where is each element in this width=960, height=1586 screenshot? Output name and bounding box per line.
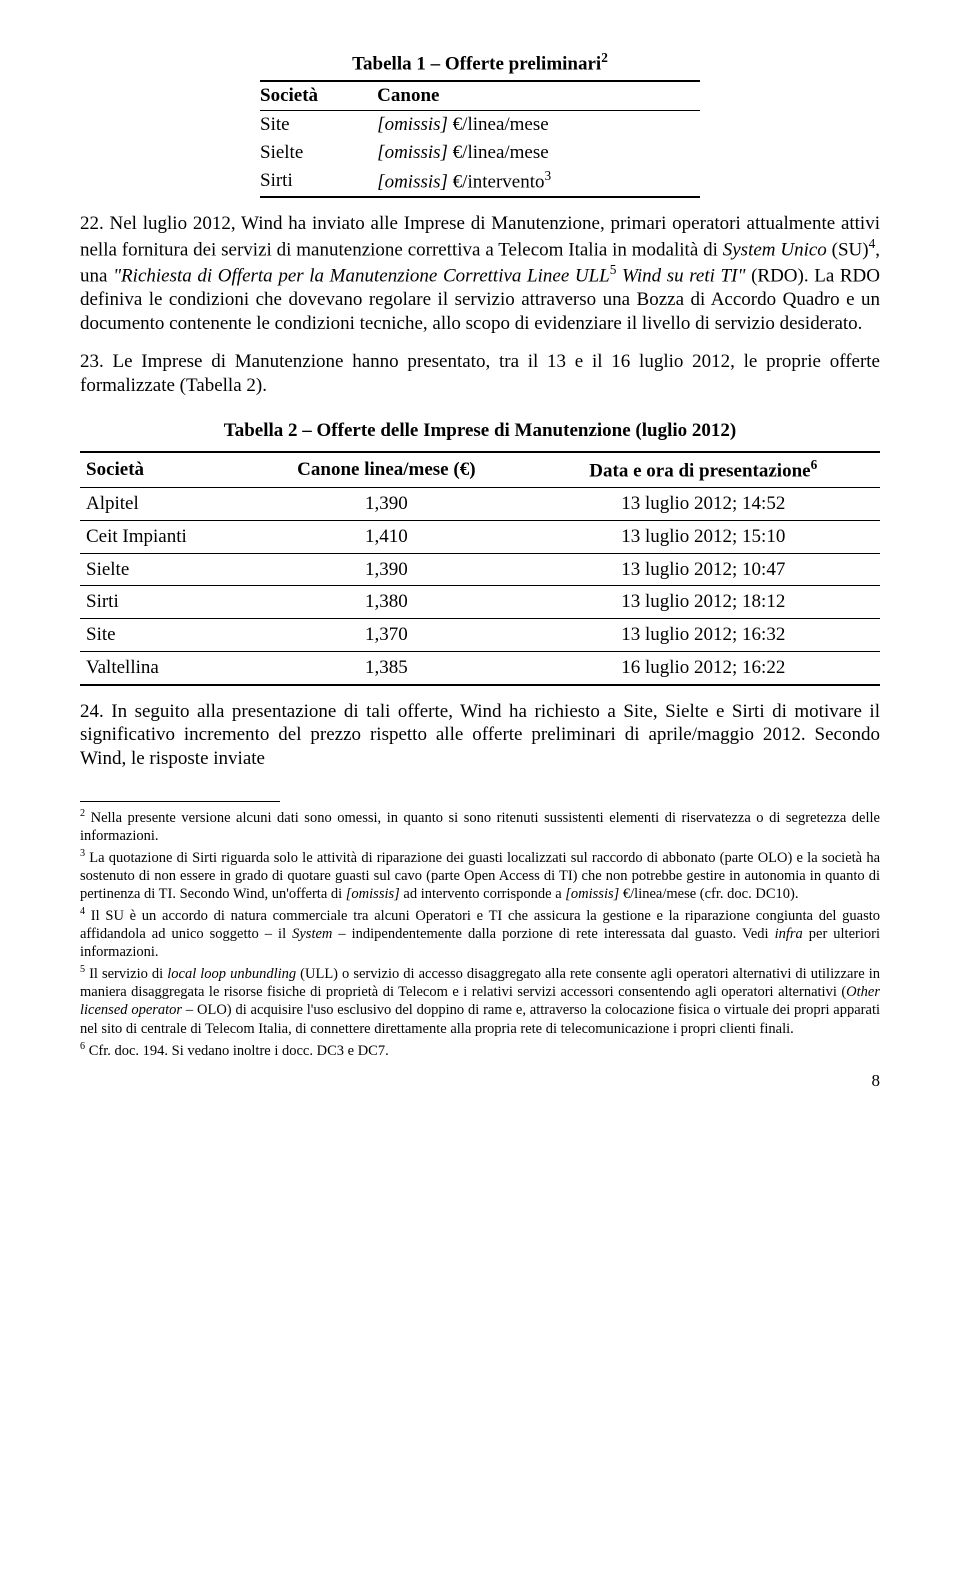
- italic-text: local loop unbundling: [167, 966, 296, 982]
- cell-date: 13 luglio 2012; 10:47: [527, 553, 880, 586]
- table-1-title-sup: 2: [601, 50, 608, 65]
- footnote-3: 3 La quotazione di Sirti riguarda solo l…: [80, 848, 880, 903]
- header-sup: 6: [811, 457, 818, 472]
- cell-company: Sirti: [80, 586, 246, 619]
- cell-company: Site: [80, 619, 246, 652]
- cell-canone: 1,390: [246, 553, 526, 586]
- table-row: Site [omissis] €/linea/mese: [260, 110, 700, 138]
- fn-text: Nella presente versione alcuni dati sono…: [80, 810, 880, 844]
- para-number: 24.: [80, 701, 104, 722]
- table-1-cell: Site: [260, 110, 377, 138]
- cell-company: Ceit Impianti: [80, 520, 246, 553]
- table-2-header-canone: Canone linea/mese (€): [246, 452, 526, 488]
- cell-sup: 3: [544, 168, 551, 183]
- table-1-cell: Sielte: [260, 139, 377, 167]
- fn-text: Cfr. doc. 194. Si vedano inoltre i docc.…: [85, 1043, 389, 1059]
- paragraph-22: 22. Nel luglio 2012, Wind ha inviato all…: [80, 212, 880, 335]
- table-row: Ceit Impianti 1,410 13 luglio 2012; 15:1…: [80, 520, 880, 553]
- italic-text: [omissis]: [346, 886, 400, 902]
- table-1-cell: [omissis] €/linea/mese: [377, 110, 700, 138]
- table-1-cell: [omissis] €/intervento3: [377, 166, 700, 197]
- table-1-header-societa: Società: [260, 81, 377, 110]
- para-number: 23.: [80, 351, 104, 372]
- para-text: In seguito alla presentazione di tali of…: [80, 701, 880, 770]
- omissis: [omissis]: [377, 172, 448, 193]
- para-text: (SU): [827, 239, 869, 260]
- cell-company: Sielte: [80, 553, 246, 586]
- italic-text: "Richiesta di Offerta per la Manutenzion…: [113, 266, 610, 287]
- omissis: [omissis]: [377, 142, 448, 163]
- document-page: Tabella 1 – Offerte preliminari2 Società…: [0, 0, 960, 1121]
- table-2-title: Tabella 2 – Offerte delle Imprese di Man…: [80, 419, 880, 443]
- paragraph-23: 23. Le Imprese di Manutenzione hanno pre…: [80, 350, 880, 398]
- cell-canone: 1,385: [246, 651, 526, 684]
- table-row: Sirti 1,380 13 luglio 2012; 18:12: [80, 586, 880, 619]
- page-number: 8: [80, 1070, 880, 1091]
- footnote-4: 4 Il SU è un accordo di natura commercia…: [80, 906, 880, 961]
- table-row: Site 1,370 13 luglio 2012; 16:32: [80, 619, 880, 652]
- quote-text: "Richiesta di Offerta per la Manutenzion…: [113, 266, 610, 287]
- italic-text: System Unico: [723, 239, 827, 260]
- table-1-cell: Sirti: [260, 166, 377, 197]
- cell-canone: 1,380: [246, 586, 526, 619]
- table-2-header-societa: Società: [80, 452, 246, 488]
- footnote-2: 2 Nella presente versione alcuni dati so…: [80, 808, 880, 845]
- cell-post: €/linea/mese: [448, 114, 549, 135]
- italic-text: [omissis]: [565, 886, 619, 902]
- cell-post: €/intervento: [448, 172, 545, 193]
- fn-text: – indipendentemente dalla porzione di re…: [332, 926, 774, 942]
- table-1-cell: [omissis] €/linea/mese: [377, 139, 700, 167]
- omissis: [omissis]: [377, 114, 448, 135]
- paragraph-24: 24. In seguito alla presentazione di tal…: [80, 700, 880, 771]
- footnote-5: 5 Il servizio di local loop unbundling (…: [80, 964, 880, 1037]
- table-1-title-text: Tabella 1 – Offerte preliminari: [352, 53, 601, 74]
- italic-text: Wind su reti TI": [616, 266, 745, 287]
- fn-text: – OLO) di acquisire l'uso esclusivo del …: [80, 1002, 880, 1036]
- cell-canone: 1,410: [246, 520, 526, 553]
- cell-company: Alpitel: [80, 488, 246, 521]
- table-2: Società Canone linea/mese (€) Data e ora…: [80, 451, 880, 686]
- cell-canone: 1,370: [246, 619, 526, 652]
- footnotes: 2 Nella presente versione alcuni dati so…: [80, 808, 880, 1060]
- cell-date: 16 luglio 2012; 16:22: [527, 651, 880, 684]
- header-text: Data e ora di presentazione: [589, 460, 810, 481]
- table-row: Sielte 1,390 13 luglio 2012; 10:47: [80, 553, 880, 586]
- table-1-header-canone: Canone: [377, 81, 700, 110]
- table-row: Alpitel 1,390 13 luglio 2012; 14:52: [80, 488, 880, 521]
- para-text: Le Imprese di Manutenzione hanno present…: [80, 351, 880, 396]
- table-1-wrap: Tabella 1 – Offerte preliminari2 Società…: [260, 50, 700, 198]
- fn-text: Il servizio di: [85, 966, 167, 982]
- fn-text: €/linea/mese (cfr. doc. DC10).: [619, 886, 798, 902]
- para-number: 22.: [80, 213, 104, 234]
- cell-date: 13 luglio 2012; 15:10: [527, 520, 880, 553]
- italic-text: System: [292, 926, 332, 942]
- cell-canone: 1,390: [246, 488, 526, 521]
- italic-text: infra: [775, 926, 803, 942]
- table-row: Valtellina 1,385 16 luglio 2012; 16:22: [80, 651, 880, 684]
- table-1-title: Tabella 1 – Offerte preliminari2: [260, 50, 700, 76]
- cell-post: €/linea/mese: [448, 142, 549, 163]
- table-row: Sielte [omissis] €/linea/mese: [260, 139, 700, 167]
- table-2-header-data: Data e ora di presentazione6: [527, 452, 880, 488]
- table-1: Società Canone Site [omissis] €/linea/me…: [260, 80, 700, 198]
- fn-text: ad intervento corrisponde a: [400, 886, 565, 902]
- footnote-6: 6 Cfr. doc. 194. Si vedano inoltre i doc…: [80, 1041, 880, 1060]
- cell-company: Valtellina: [80, 651, 246, 684]
- footnotes-separator: [80, 801, 280, 802]
- cell-date: 13 luglio 2012; 16:32: [527, 619, 880, 652]
- table-row: Sirti [omissis] €/intervento3: [260, 166, 700, 197]
- cell-date: 13 luglio 2012; 14:52: [527, 488, 880, 521]
- cell-date: 13 luglio 2012; 18:12: [527, 586, 880, 619]
